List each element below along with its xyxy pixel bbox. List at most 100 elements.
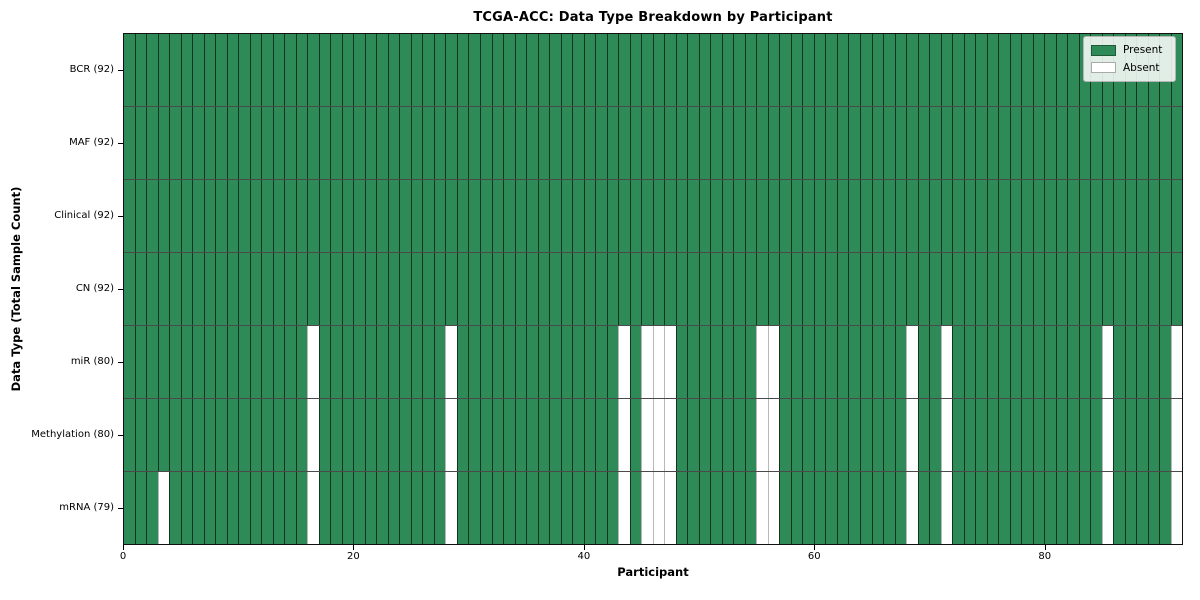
heatmap-cell (652, 253, 665, 325)
legend-present-swatch (1091, 44, 1116, 56)
heatmap-cell (813, 34, 826, 106)
heatmap-cell (1044, 472, 1056, 544)
heatmap-cell (687, 34, 699, 106)
heatmap-cell (284, 326, 296, 398)
heatmap-cell (549, 253, 561, 325)
heatmap-cell (721, 326, 734, 398)
heatmap-cell (756, 472, 768, 544)
heatmap-cell (606, 399, 619, 471)
heatmap-cell (1044, 34, 1056, 106)
heatmap-cell (652, 180, 665, 252)
heatmap-cell (618, 107, 630, 179)
heatmap-cell (479, 399, 492, 471)
heatmap-cell (802, 107, 814, 179)
heatmap-cell (1090, 399, 1102, 471)
heatmap-cell (664, 107, 676, 179)
heatmap-cell (767, 253, 780, 325)
heatmap-cell (894, 326, 907, 398)
heatmap-cell (215, 34, 227, 106)
heatmap-cell (583, 34, 596, 106)
heatmap-cell (825, 326, 837, 398)
heatmap-cell (779, 107, 791, 179)
heatmap-cell (1113, 180, 1125, 252)
heatmap-cell (1078, 472, 1091, 544)
heatmap-cell (721, 472, 734, 544)
heatmap-cell (929, 34, 941, 106)
heatmap-cell (963, 107, 976, 179)
heatmap-cell (1147, 253, 1160, 325)
y-tick-label-bcr: BCR (92) (69, 63, 114, 75)
heatmap-cell (790, 399, 803, 471)
heatmap-cell (652, 399, 665, 471)
heatmap-cell (180, 107, 193, 179)
heatmap-cell (836, 107, 849, 179)
heatmap-cell (387, 107, 400, 179)
heatmap-cell (422, 472, 434, 544)
heatmap-cell (1124, 326, 1137, 398)
heatmap-cell (929, 326, 941, 398)
heatmap-cell (940, 326, 953, 398)
heatmap-cell (353, 34, 365, 106)
heatmap-cell (813, 399, 826, 471)
heatmap-row-maf (124, 106, 1183, 179)
heatmap-cell (399, 326, 411, 398)
heatmap-cell (192, 326, 204, 398)
heatmap-cell (364, 180, 377, 252)
heatmap-cell (468, 399, 480, 471)
heatmap-cell (894, 34, 907, 106)
heatmap-cell (940, 180, 953, 252)
heatmap-cell (169, 472, 181, 544)
heatmap-cell (1170, 472, 1183, 544)
heatmap-cell (825, 34, 837, 106)
heatmap-cell (940, 472, 953, 544)
heatmap-cell (560, 326, 573, 398)
heatmap-cell (215, 180, 227, 252)
heatmap-cell (157, 472, 170, 544)
heatmap-cell (1090, 180, 1102, 252)
heatmap-cell (134, 34, 147, 106)
heatmap-cell (1021, 253, 1033, 325)
heatmap-cell (1124, 107, 1137, 179)
legend-absent-swatch (1091, 62, 1116, 74)
heatmap-cell (675, 107, 688, 179)
heatmap-cell (595, 399, 607, 471)
heatmap-cell (1170, 399, 1183, 471)
heatmap-cell (595, 107, 607, 179)
heatmap-cell (157, 253, 170, 325)
heatmap-cell (249, 107, 262, 179)
heatmap-cell (710, 180, 722, 252)
heatmap-cell (376, 399, 388, 471)
heatmap-cell (629, 107, 642, 179)
heatmap-cell (468, 34, 480, 106)
heatmap-cell (215, 472, 227, 544)
heatmap-cell (238, 326, 250, 398)
heatmap-cell (491, 107, 504, 179)
heatmap-cell (664, 180, 676, 252)
heatmap-cell (710, 399, 722, 471)
heatmap-cell (1009, 107, 1022, 179)
heatmap-cell (733, 472, 745, 544)
heatmap-cell (456, 399, 469, 471)
heatmap-cell (318, 107, 331, 179)
heatmap-cell (733, 107, 745, 179)
heatmap-cell (583, 107, 596, 179)
heatmap-cell (687, 180, 699, 252)
heatmap-cell (226, 180, 239, 252)
heatmap-cell (641, 107, 653, 179)
heatmap-cell (744, 34, 757, 106)
heatmap-cell (479, 326, 492, 398)
heatmap-cell (479, 107, 492, 179)
heatmap-cell (124, 326, 135, 398)
heatmap-cell (572, 326, 584, 398)
heatmap-cell (364, 253, 377, 325)
heatmap-cell (952, 180, 964, 252)
heatmap-cell (1136, 180, 1148, 252)
heatmap-cell (756, 180, 768, 252)
heatmap-cell (906, 180, 918, 252)
heatmap-cell (675, 34, 688, 106)
heatmap-cell (1136, 253, 1148, 325)
heatmap-cell (940, 253, 953, 325)
heatmap-cell (836, 180, 849, 252)
heatmap-cell (790, 326, 803, 398)
heatmap-cell (595, 253, 607, 325)
